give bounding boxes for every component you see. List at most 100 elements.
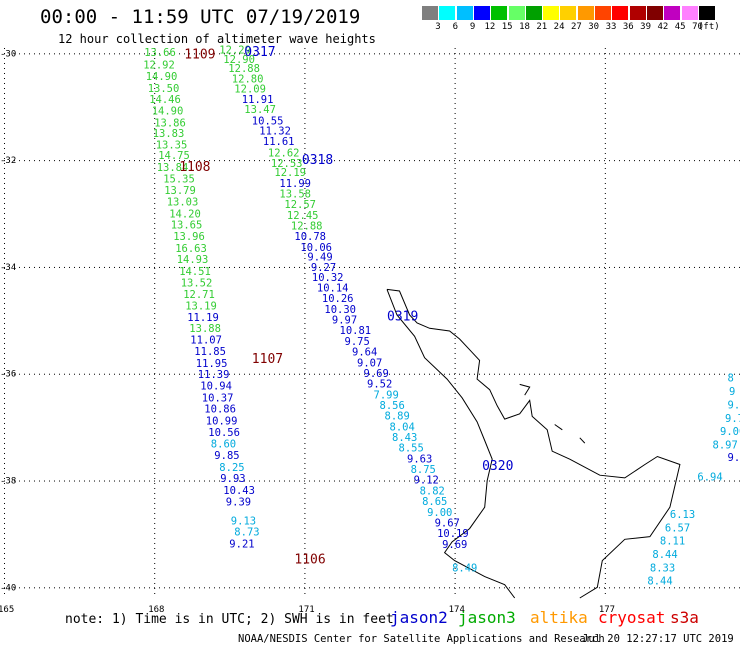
wave-height-label: 8 [728, 373, 734, 385]
grid-dot [604, 93, 606, 94]
legend-swatch [646, 6, 663, 20]
grid-dot [159, 160, 160, 162]
grid-dot [589, 53, 590, 55]
grid-dot [504, 480, 505, 482]
grid-dot [609, 587, 610, 589]
grid-dot [249, 266, 250, 268]
grid-dot [399, 266, 400, 268]
grid-dot [4, 73, 5, 74]
wave-height-label: 10.26 [322, 293, 354, 305]
grid-dot [304, 118, 306, 119]
grid-dot [644, 266, 645, 268]
wave-height-label: 9.75 [345, 336, 370, 348]
grid-dot [654, 480, 655, 482]
legend-label: 70 [692, 22, 703, 32]
grid-dot [274, 587, 275, 589]
wave-height-label: 11.99 [279, 178, 311, 190]
grid-dot [454, 348, 456, 349]
grid-dot [719, 587, 720, 589]
wave-height-label: 8.44 [647, 576, 672, 588]
grid-dot [304, 88, 306, 89]
grid-dot [134, 53, 135, 55]
pass-time-label: 0317 [244, 45, 275, 60]
grid-dot [4, 58, 5, 59]
grid-dot [494, 160, 495, 162]
grid-dot [604, 266, 605, 268]
grid-dot [404, 266, 405, 268]
grid-dot [139, 53, 140, 55]
wave-height-label: 10.78 [294, 231, 326, 243]
grid-dot [304, 587, 305, 589]
legend-label: 21 [536, 22, 548, 32]
grid-dot [304, 218, 306, 219]
grid-dot [219, 587, 220, 589]
legend-swatch [543, 6, 560, 20]
grid-dot [604, 78, 606, 79]
grid-dot [4, 243, 5, 244]
grid-dot [4, 373, 5, 374]
grid-dot [344, 373, 345, 375]
update-timestamp: Jul 20 12:27:17 UTC 2019 [582, 633, 734, 645]
grid-dot [439, 160, 440, 162]
grid-dot [604, 298, 606, 299]
grid-dot [154, 583, 156, 584]
grid-dot [434, 160, 435, 162]
grid-dot [304, 288, 306, 289]
grid-dot [694, 480, 695, 482]
grid-dot [664, 587, 665, 589]
legend-swatch [595, 6, 611, 20]
grid-dot [604, 228, 606, 229]
grid-dot [259, 53, 260, 55]
grid-dot [4, 573, 5, 574]
grid-dot [4, 348, 5, 349]
grid-dot [304, 383, 306, 384]
grid-dot [604, 468, 606, 469]
grid-dot [454, 183, 456, 184]
grid-dot [529, 160, 530, 162]
grid-dot [304, 123, 306, 124]
grid-dot [4, 88, 5, 89]
grid-dot [504, 266, 505, 268]
grid-dot [704, 53, 705, 55]
grid-dot [569, 587, 570, 589]
grid-dot [204, 587, 205, 589]
grid-dot [234, 160, 235, 162]
grid-dot [604, 493, 606, 494]
grid-dot [409, 160, 410, 162]
grid-dot [304, 308, 306, 309]
grid-dot [304, 518, 306, 519]
grid-dot [154, 303, 156, 304]
grid-dot [384, 480, 385, 482]
grid-dot [304, 48, 306, 49]
grid-dot [249, 373, 250, 375]
grid-dot [519, 53, 520, 55]
grid-dot [259, 373, 260, 375]
grid-dot [134, 587, 135, 589]
grid-dot [154, 528, 156, 529]
grid-dot [4, 248, 5, 249]
grid-dot [254, 266, 255, 268]
grid-dot [4, 458, 5, 459]
grid-dot [394, 266, 395, 268]
grid-dot [49, 266, 50, 268]
grid-dot [4, 118, 5, 119]
grid-dot [684, 160, 685, 162]
grid-dot [424, 53, 425, 55]
grid-dot [169, 480, 170, 482]
grid-dot [454, 133, 456, 134]
wave-height-label: 14.90 [146, 71, 178, 83]
grid-dot [579, 587, 580, 589]
legend-swatch [473, 6, 490, 20]
grid-dot [4, 548, 5, 549]
grid-dot [184, 373, 185, 375]
grid-dot [54, 53, 55, 55]
grid-dot [429, 266, 430, 268]
grid-dot [304, 113, 306, 114]
grid-dot [654, 53, 655, 55]
grid-dot [679, 373, 680, 375]
grid-dot [4, 583, 5, 584]
grid-dot [409, 53, 410, 55]
grid-dot [154, 483, 156, 484]
grid-dot [9, 373, 10, 375]
